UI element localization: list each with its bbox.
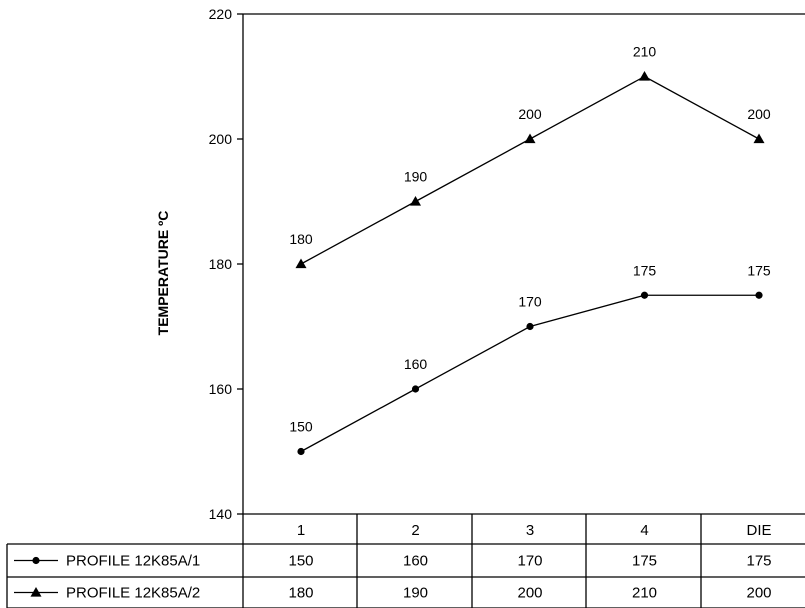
data-point-circle bbox=[640, 291, 649, 299]
series-line bbox=[300, 294, 759, 453]
data-label: 175 bbox=[633, 262, 657, 278]
data-label: 180 bbox=[289, 231, 313, 247]
data-table-grid bbox=[6, 513, 805, 608]
data-point-circle bbox=[297, 447, 305, 456]
data-label: 210 bbox=[633, 44, 657, 60]
y-tick-label: 180 bbox=[209, 256, 233, 272]
x-category-label: 2 bbox=[411, 522, 419, 539]
x-category-label: 3 bbox=[526, 522, 534, 539]
legend-entry: PROFILE 12K85A/2 bbox=[66, 585, 200, 602]
series-layer bbox=[295, 71, 765, 456]
data-label: 150 bbox=[289, 419, 313, 435]
table-cell-value: 190 bbox=[403, 585, 428, 602]
data-label: 175 bbox=[747, 262, 771, 278]
data-point-triangle bbox=[639, 71, 650, 81]
data-point-triangle bbox=[30, 587, 42, 597]
legend-entry: PROFILE 12K85A/1 bbox=[66, 553, 200, 570]
data-point-triangle bbox=[410, 196, 421, 206]
x-category-label: DIE bbox=[746, 522, 771, 539]
y-tick-label: 160 bbox=[209, 381, 233, 397]
data-point-triangle bbox=[753, 133, 765, 144]
table-cell-value: 210 bbox=[632, 585, 657, 602]
data-point-circle bbox=[32, 556, 40, 565]
table-cell-value: 175 bbox=[632, 553, 657, 570]
table-cell-value: 200 bbox=[746, 585, 771, 602]
data-label: 190 bbox=[404, 169, 428, 185]
x-category-label: 1 bbox=[297, 522, 305, 539]
table-cell-value: 170 bbox=[517, 553, 542, 570]
data-label: 200 bbox=[747, 106, 771, 122]
data-point-circle bbox=[755, 291, 763, 299]
x-category-label: 4 bbox=[640, 522, 648, 539]
y-tick-label: 140 bbox=[209, 506, 233, 522]
table-cell-value: 160 bbox=[403, 553, 428, 570]
series-line bbox=[300, 75, 760, 265]
table-cell-value: 175 bbox=[746, 553, 771, 570]
data-point-circle bbox=[411, 385, 420, 393]
y-tick-label: 200 bbox=[209, 131, 233, 147]
data-point-circle bbox=[526, 322, 534, 331]
data-point-triangle bbox=[524, 133, 536, 144]
table-cell-value: 200 bbox=[517, 585, 542, 602]
y-tick-label: 220 bbox=[209, 6, 233, 22]
data-point-triangle bbox=[295, 258, 307, 269]
data-label: 170 bbox=[518, 294, 542, 310]
chart-labels: 140 160 180 200 220 1 2 3 4 DIE 150 160 170 175 175 PRO… bbox=[66, 6, 772, 602]
chart-axes bbox=[237, 13, 805, 515]
y-axis-label: TEMPERATURE ºC bbox=[155, 211, 171, 336]
data-label: 160 bbox=[404, 356, 428, 372]
data-label: 200 bbox=[518, 106, 542, 122]
table-cell-value: 180 bbox=[288, 585, 313, 602]
table-cell-value: 150 bbox=[288, 553, 313, 570]
